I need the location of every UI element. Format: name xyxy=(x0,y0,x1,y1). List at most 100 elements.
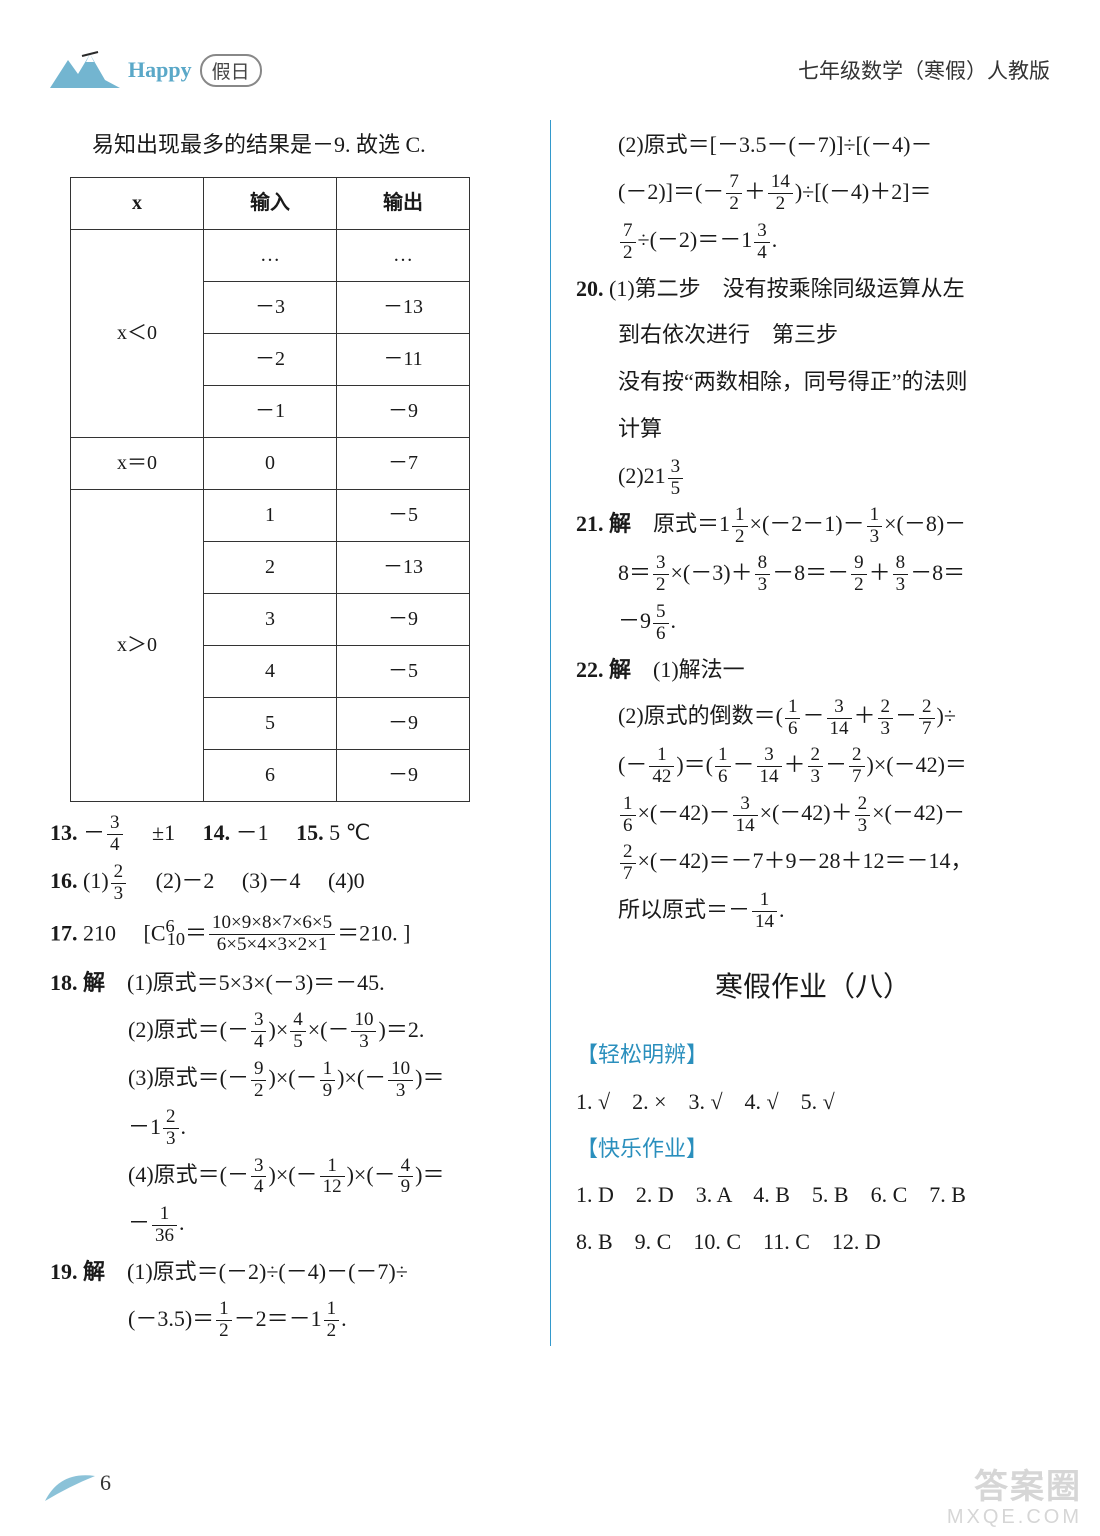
logo-area: Happy 假日 xyxy=(50,50,262,90)
f: 23 xyxy=(163,1107,179,1150)
cell: 1 xyxy=(204,489,337,541)
t: －2＝－1 xyxy=(234,1306,322,1331)
t: ×(－42)＝－7＋9－28＋12＝－14， xyxy=(638,848,973,873)
f: 16 xyxy=(620,794,636,837)
q17-c: C xyxy=(151,920,166,945)
cell: … xyxy=(337,229,470,281)
t: × xyxy=(354,1162,366,1187)
t: ×(－8)－ xyxy=(884,511,966,536)
t: × xyxy=(308,1017,320,1042)
t: － xyxy=(733,752,755,777)
q15-num: 15. xyxy=(296,820,324,845)
q21: 21. 解 原式＝112×(－2－1)－13×(－8)－ xyxy=(576,503,1050,547)
f: 314 xyxy=(827,697,852,740)
t: ( xyxy=(706,752,713,777)
t: . xyxy=(179,1210,185,1235)
cell: 3 xyxy=(204,593,337,645)
f: 19 xyxy=(320,1059,336,1102)
q16-f: 23 xyxy=(111,862,127,905)
mcq1: 1. D 2. D 3. A 4. B 5. B 6. C 7. B xyxy=(576,1174,1050,1217)
t: ＋ xyxy=(784,752,806,777)
sec2: 【快乐作业】 xyxy=(576,1128,1050,1171)
t: (4)原式＝ xyxy=(128,1162,220,1187)
f: 72 xyxy=(620,221,636,264)
t: ×(－2－1)－ xyxy=(750,511,865,536)
f: 103 xyxy=(351,1010,376,1053)
t: － xyxy=(895,703,917,728)
happy-label: Happy xyxy=(128,57,192,83)
cell: －13 xyxy=(337,281,470,333)
f: 56 xyxy=(653,602,669,645)
f: 12 xyxy=(324,1299,340,1342)
t: ×(－42)－ xyxy=(872,800,965,825)
f: 35 xyxy=(668,457,684,500)
left-column: 易知出现最多的结果是－9. 故选 C. x 输入 输出 x＜0 …… －3－13… xyxy=(50,120,550,1346)
t: ＋ xyxy=(854,703,876,728)
q17-val: 210 xyxy=(83,920,116,945)
sec1: 【轻松明辨】 xyxy=(576,1034,1050,1077)
tf-answers: 1. √ 2. × 3. √ 4. √ 5. √ xyxy=(576,1081,1050,1124)
n: 20. xyxy=(576,276,604,301)
t: 8＝ xyxy=(618,560,651,585)
t: ÷[(－4)＋2]＝ xyxy=(802,179,931,204)
f: 103 xyxy=(388,1059,413,1102)
r2b: (－2)]＝(－72＋142)÷[(－4)＋2]＝ xyxy=(576,171,1050,215)
q14: －1 xyxy=(236,820,269,845)
cell: 0 xyxy=(204,437,337,489)
j: 解 xyxy=(609,511,631,536)
section-title: 寒假作业（八） xyxy=(576,961,1050,1016)
f: 92 xyxy=(851,553,867,596)
grp1: x＝0 xyxy=(71,437,204,489)
q18-jie: 解 xyxy=(83,970,105,995)
t: ÷ xyxy=(944,703,956,728)
cell: 5 xyxy=(204,697,337,749)
f: 49 xyxy=(398,1156,414,1199)
q22-l2: (－142)＝(16－314＋23－27)×(－42)＝ xyxy=(576,744,1050,788)
q18-l3b: －123. xyxy=(50,1106,530,1150)
f: 16 xyxy=(715,745,731,788)
q16-p1a: (1) xyxy=(83,868,109,893)
t: ×(－3)＋ xyxy=(671,560,753,585)
q19-jie: 解 xyxy=(83,1259,105,1284)
f: 314 xyxy=(757,745,782,788)
q16: 16. (1)23 (2)－2 (3)－4 (4)0 xyxy=(50,860,530,904)
t: ＝ xyxy=(422,1162,444,1187)
q14-num: 14. xyxy=(203,820,231,845)
r2a: (2)原式＝[－3.5－(－7)]÷[(－4)－ xyxy=(576,124,1050,167)
q17-sub: 10 xyxy=(167,929,185,949)
f: 23 xyxy=(855,794,871,837)
t: × xyxy=(276,1162,288,1187)
cell: －1 xyxy=(204,385,337,437)
watermark-line2: MXQE.COM xyxy=(947,1506,1082,1528)
q18-l3: (3)原式＝(－92)×(－19)×(－103)＝ xyxy=(50,1057,530,1101)
f: 112 xyxy=(320,1156,345,1199)
q17-num: 17. xyxy=(50,920,78,945)
q13-a: － xyxy=(83,820,105,845)
cell: －5 xyxy=(337,645,470,697)
q20: 20. (1)第二步 没有按乘除同级运算从左 xyxy=(576,268,1050,311)
f: 16 xyxy=(785,697,801,740)
f: 27 xyxy=(849,745,865,788)
q17-open: [ xyxy=(144,920,151,945)
q20-l2: 到右依次进行 第三步 xyxy=(576,314,1050,357)
q16-p3: (3)－4 xyxy=(242,868,301,893)
t: 原式＝1 xyxy=(653,511,730,536)
f: 45 xyxy=(290,1010,306,1053)
cell: －13 xyxy=(337,541,470,593)
q18-l4b: －136. xyxy=(50,1202,530,1246)
cell: －11 xyxy=(337,333,470,385)
mountain-icon xyxy=(50,50,120,90)
t: . xyxy=(181,1114,187,1139)
t: . xyxy=(779,897,785,922)
t: ×(－42)－ xyxy=(638,800,731,825)
cell: 2 xyxy=(204,541,337,593)
q22-l1: (2)原式的倒数＝(16－314＋23－27)÷ xyxy=(576,695,1050,739)
t: × xyxy=(276,1017,288,1042)
f: 92 xyxy=(251,1059,267,1102)
f: 27 xyxy=(919,697,935,740)
f: 83 xyxy=(755,553,771,596)
f: 34 xyxy=(754,221,770,264)
q13-frac: 34 xyxy=(107,813,123,856)
content-columns: 易知出现最多的结果是－9. 故选 C. x 输入 输出 x＜0 …… －3－13… xyxy=(50,120,1050,1346)
cell: －3 xyxy=(204,281,337,333)
